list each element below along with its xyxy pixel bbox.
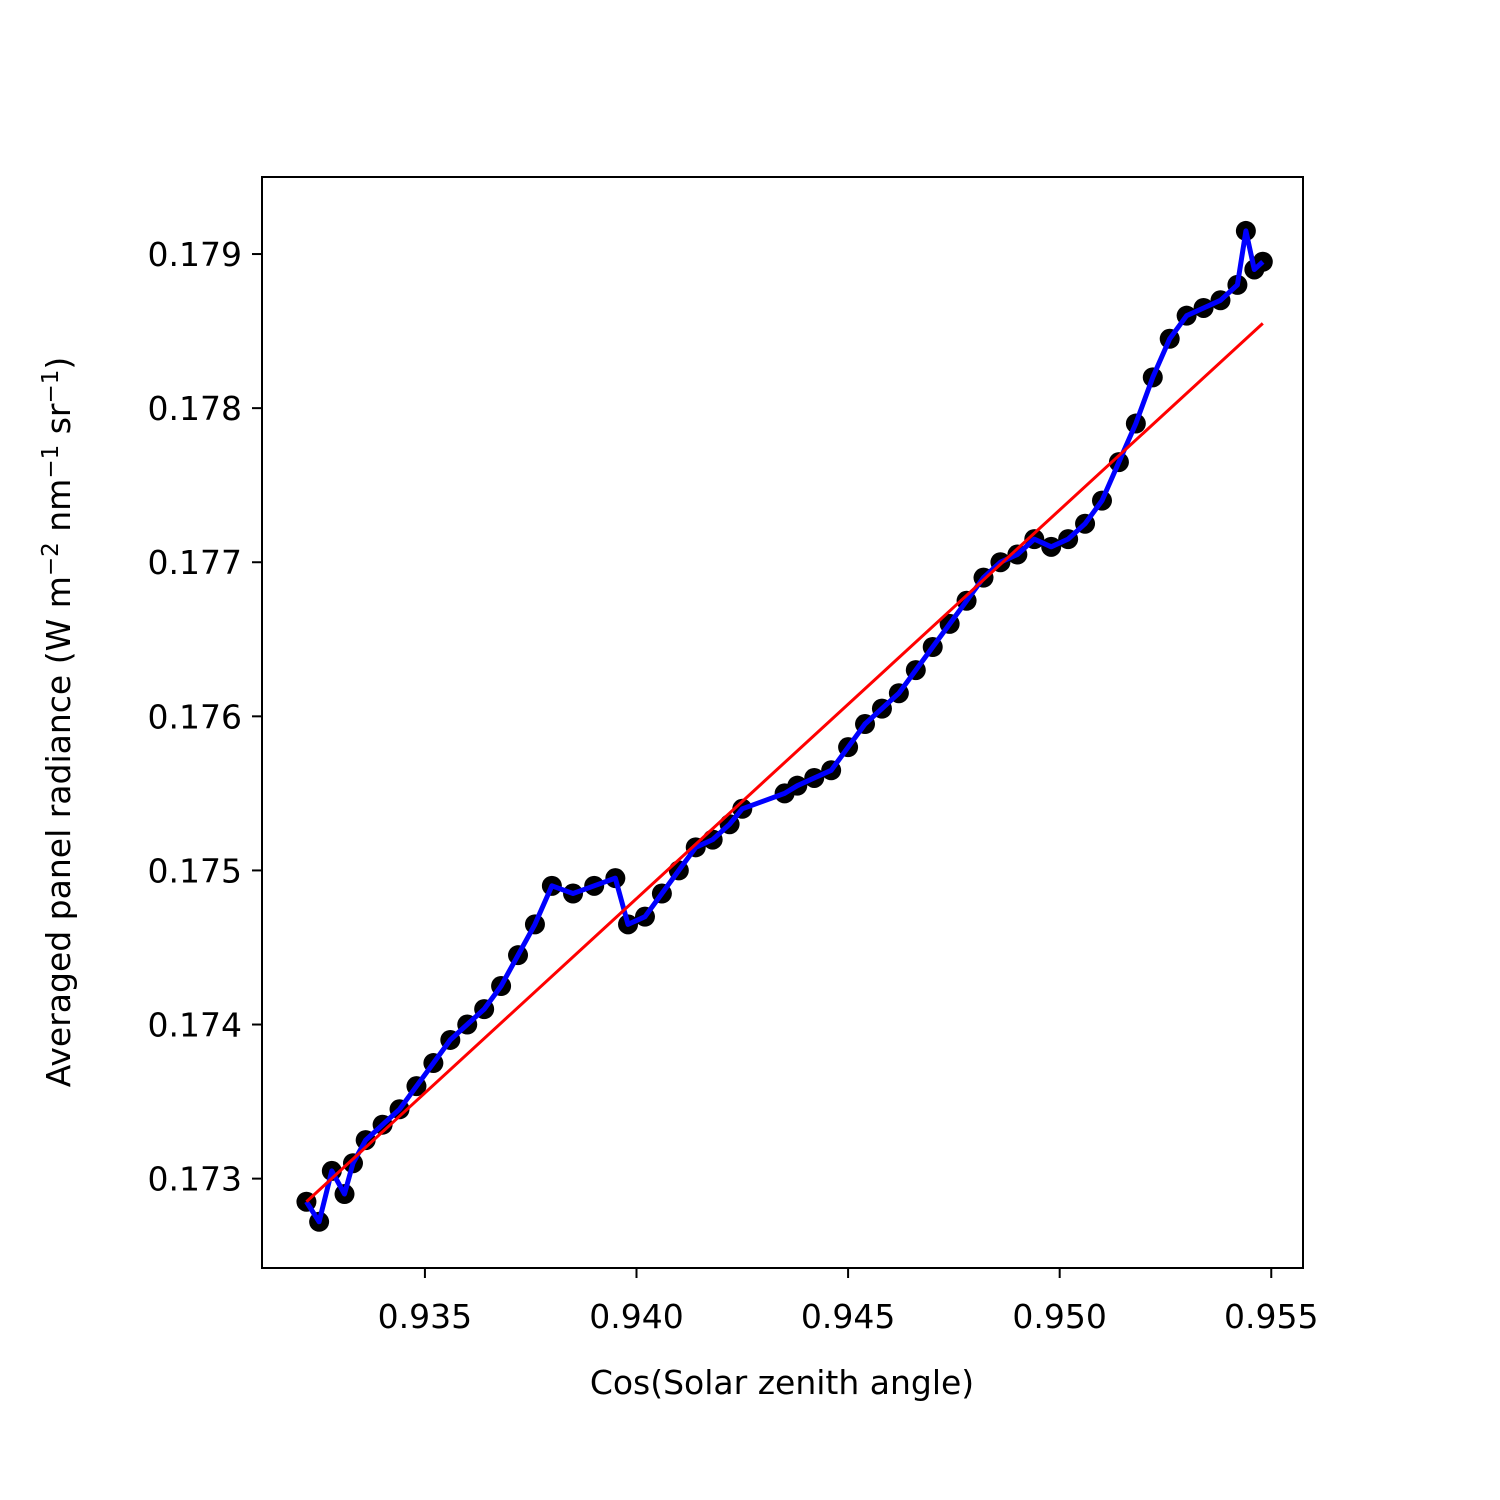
x-axis-label: Cos(Solar zenith angle): [590, 1363, 974, 1402]
y-axis-label-superscript: −1: [38, 445, 64, 479]
y-tick-label: 0.175: [148, 851, 242, 890]
y-tick-label: 0.179: [148, 235, 242, 274]
x-tick-label: 0.940: [589, 1297, 683, 1336]
y-tick-label: 0.176: [148, 697, 242, 736]
y-axis-label-text: nm: [39, 479, 78, 543]
y-axis-label: Averaged panel radiance (W m−2 nm−1 sr−1…: [38, 357, 78, 1088]
y-tick-label: 0.177: [148, 543, 242, 582]
y-axis-label-superscript: −1: [38, 370, 64, 404]
y-axis-label-text: sr: [39, 403, 78, 445]
y-axis-label-superscript: −2: [38, 542, 64, 576]
x-tick-label: 0.955: [1224, 1297, 1318, 1336]
y-tick-label: 0.173: [148, 1160, 242, 1199]
y-axis-label-text: Averaged panel radiance (W m: [39, 576, 78, 1087]
y-axis-label-text: ): [39, 357, 78, 370]
plot-area: [262, 177, 1303, 1268]
fit-line: [305, 322, 1264, 1203]
x-tick-label: 0.945: [801, 1297, 895, 1336]
x-axis-ticks: 0.935 0.940 0.945 0.950 0.955: [378, 1268, 1319, 1336]
x-tick-label: 0.950: [1012, 1297, 1106, 1336]
y-tick-label: 0.178: [148, 389, 242, 428]
plot-frame: [261, 176, 1304, 1269]
data-layer: [296, 220, 1273, 1232]
y-axis-ticks: 0.173 0.174 0.175 0.176 0.177 0.178 0.179: [148, 235, 262, 1199]
y-tick-label: 0.174: [148, 1006, 242, 1045]
x-tick-label: 0.935: [378, 1297, 472, 1336]
